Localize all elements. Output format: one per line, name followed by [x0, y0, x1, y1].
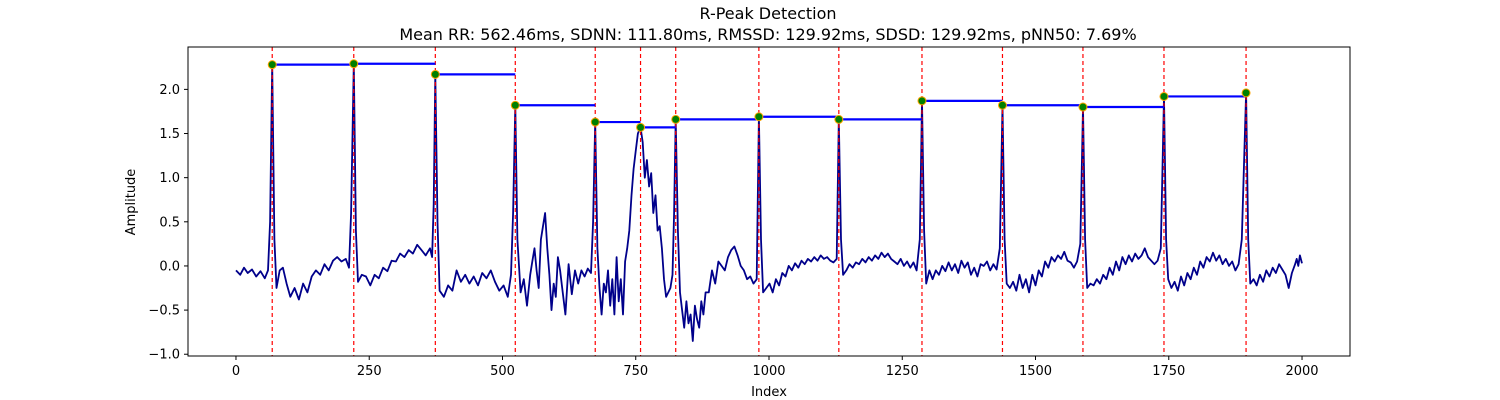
y-tick-label: 1.0	[159, 171, 180, 186]
peak-point	[917, 96, 927, 106]
chart-title: R-Peak Detection	[699, 4, 836, 23]
x-tick-label: 0	[232, 364, 240, 379]
peak-point	[636, 122, 646, 132]
y-axis-label: Amplitude	[124, 169, 139, 236]
y-tick-label: 0.5	[159, 215, 180, 230]
y-tick-label: −0.5	[148, 304, 180, 319]
peak-point	[349, 59, 359, 69]
x-tick-label: 1750	[1152, 364, 1185, 379]
x-tick-label: 750	[623, 364, 648, 379]
y-axis-ticks: −1.0 −0.5 0.0 0.5 1.0 1.5 2.0	[148, 83, 188, 363]
peak-point	[1159, 91, 1169, 101]
y-tick-label: 2.0	[159, 83, 180, 98]
peak-point	[1078, 102, 1088, 112]
x-axis-label: Index	[751, 385, 787, 400]
peak-point	[510, 100, 520, 110]
x-tick-label: 250	[357, 364, 382, 379]
peak-point	[671, 114, 681, 124]
y-tick-label: −1.0	[148, 348, 180, 363]
x-tick-label: 1500	[1019, 364, 1052, 379]
y-tick-label: 1.5	[159, 127, 180, 142]
axes-frame	[187, 46, 1351, 357]
x-tick-label: 1000	[752, 364, 785, 379]
peak-point	[430, 69, 440, 79]
x-tick-label: 500	[490, 364, 515, 379]
peak-point	[1241, 88, 1251, 98]
x-tick-label: 1250	[886, 364, 919, 379]
peak-point	[590, 117, 600, 127]
x-tick-label: 2000	[1285, 364, 1318, 379]
y-tick-label: 0.0	[159, 259, 180, 274]
peak-point	[754, 112, 764, 122]
chart-subtitle: Mean RR: 562.46ms, SDNN: 111.80ms, RMSSD…	[399, 25, 1136, 44]
peak-point	[834, 114, 844, 124]
peak-point	[997, 100, 1007, 110]
peak-point	[267, 60, 277, 70]
x-axis-ticks: 0 250 500 750 1000 1250 1500 1750 2000	[232, 356, 1319, 379]
plot-area	[235, 47, 1303, 356]
ecg-signal-line	[235, 62, 1303, 342]
